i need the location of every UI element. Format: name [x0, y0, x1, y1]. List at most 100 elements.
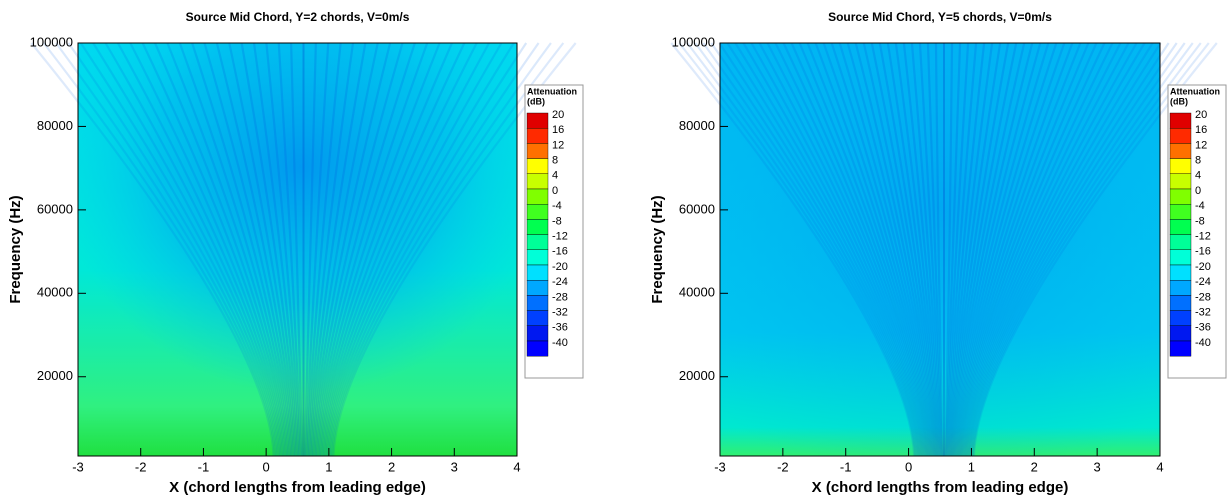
fringe: [331, 42, 565, 457]
fringe: [228, 42, 297, 457]
colorbar-label: -36: [1195, 322, 1211, 334]
x-tick-label: 4: [513, 459, 520, 474]
colorbar-swatch: [526, 310, 549, 327]
colorbar-label: 0: [552, 185, 558, 197]
x-tick-label: 2: [388, 459, 395, 474]
fringe: [970, 42, 1194, 457]
fringe: [971, 42, 1202, 457]
fringe: [328, 42, 540, 457]
x-tick-label: 0: [263, 459, 270, 474]
fringe: [955, 42, 1058, 457]
y-axis-label: Frequency (Hz): [7, 195, 24, 303]
x-tick-label: 3: [451, 459, 458, 474]
fringe: [950, 42, 1018, 457]
fringe: [838, 42, 934, 457]
fringe: [750, 42, 924, 457]
colorbar-title: (dB): [527, 96, 545, 106]
fringe: [30, 42, 275, 457]
fringe: [303, 42, 317, 457]
y-tick-label: 80000: [679, 118, 715, 133]
fringe: [969, 42, 1186, 457]
colorbar-swatch: [1169, 188, 1192, 205]
colorbar-swatch: [1169, 264, 1192, 281]
x-tick-label: -2: [135, 459, 147, 474]
colorbar-label: 0: [1195, 185, 1201, 197]
fringe: [830, 42, 933, 457]
y-axis-label: Frequency (Hz): [649, 195, 666, 303]
fringe: [309, 42, 367, 457]
fringe: [670, 42, 916, 457]
colorbar-label: 4: [552, 170, 558, 182]
fringe: [322, 42, 491, 457]
fringe: [886, 42, 939, 457]
fringe: [326, 42, 528, 457]
colorbar-swatch: [1169, 158, 1192, 175]
fringe: [959, 42, 1098, 457]
fringe: [958, 42, 1090, 457]
y-tick-label: 100000: [30, 34, 73, 49]
colorbar-swatch: [526, 188, 549, 205]
fringe: [902, 42, 941, 457]
fringe: [963, 42, 1130, 457]
fringe: [870, 42, 938, 457]
fringe: [314, 42, 416, 457]
x-axis-label: X (chord lengths from leading edge): [812, 479, 1069, 496]
x-tick-label: -3: [714, 459, 726, 474]
fringe: [961, 42, 1114, 457]
fringe: [951, 42, 1026, 457]
fringe: [960, 42, 1106, 457]
fringe: [947, 42, 986, 457]
fringe: [702, 42, 919, 457]
fringe: [277, 42, 302, 457]
y-tick-label: 40000: [37, 285, 73, 300]
fringe: [734, 42, 923, 457]
fringe: [954, 42, 1050, 457]
fringe: [972, 42, 1210, 457]
colorbar-label: -36: [552, 322, 568, 334]
y-tick-label: 60000: [679, 201, 715, 216]
colorbar-title: (dB): [1170, 96, 1188, 106]
colorbar-swatch: [526, 234, 549, 251]
field-shade: [78, 43, 517, 456]
fringe: [215, 42, 296, 457]
fringe: [918, 42, 943, 457]
fringe: [55, 42, 278, 457]
fringe: [766, 42, 926, 457]
fringe: [957, 42, 1074, 457]
colorbar-swatch: [526, 249, 549, 266]
colorbar-label: 16: [552, 124, 564, 136]
fringe: [129, 42, 286, 457]
fringe: [774, 42, 927, 457]
plot-frame: [719, 42, 1161, 457]
x-tick-label: 1: [968, 459, 975, 474]
x-tick-label: 4: [1156, 459, 1163, 474]
fringe: [742, 42, 924, 457]
fringe: [178, 42, 291, 457]
colorbar-label: 20: [1195, 109, 1207, 121]
colorbar-swatch: [1169, 325, 1192, 342]
fringe: [953, 42, 1042, 457]
fringe: [79, 42, 281, 457]
colorbar-swatch: [1169, 340, 1192, 357]
colorbar-swatch: [526, 203, 549, 220]
field-shade: [720, 43, 1160, 456]
fringe: [862, 42, 937, 457]
colorbar-label: 20: [552, 109, 564, 121]
y-tick-label: 60000: [37, 201, 73, 216]
colorbar-label: -40: [552, 337, 568, 349]
colorbar-swatch: [526, 325, 549, 342]
fringe: [782, 42, 928, 457]
fringe: [943, 42, 954, 457]
fringe: [718, 42, 921, 457]
colorbar-swatch: [1169, 219, 1192, 235]
colorbar-swatch: [1169, 143, 1192, 159]
colorbar-swatch: [526, 173, 549, 190]
y-tick-label: 100000: [672, 34, 715, 49]
fringe: [290, 42, 304, 457]
fringe: [822, 42, 932, 457]
fringe: [949, 42, 1010, 457]
colorbar-label: -12: [1195, 231, 1211, 243]
x-tick-label: -2: [777, 459, 789, 474]
fringe: [92, 42, 282, 457]
colorbar-label: -8: [552, 215, 562, 227]
